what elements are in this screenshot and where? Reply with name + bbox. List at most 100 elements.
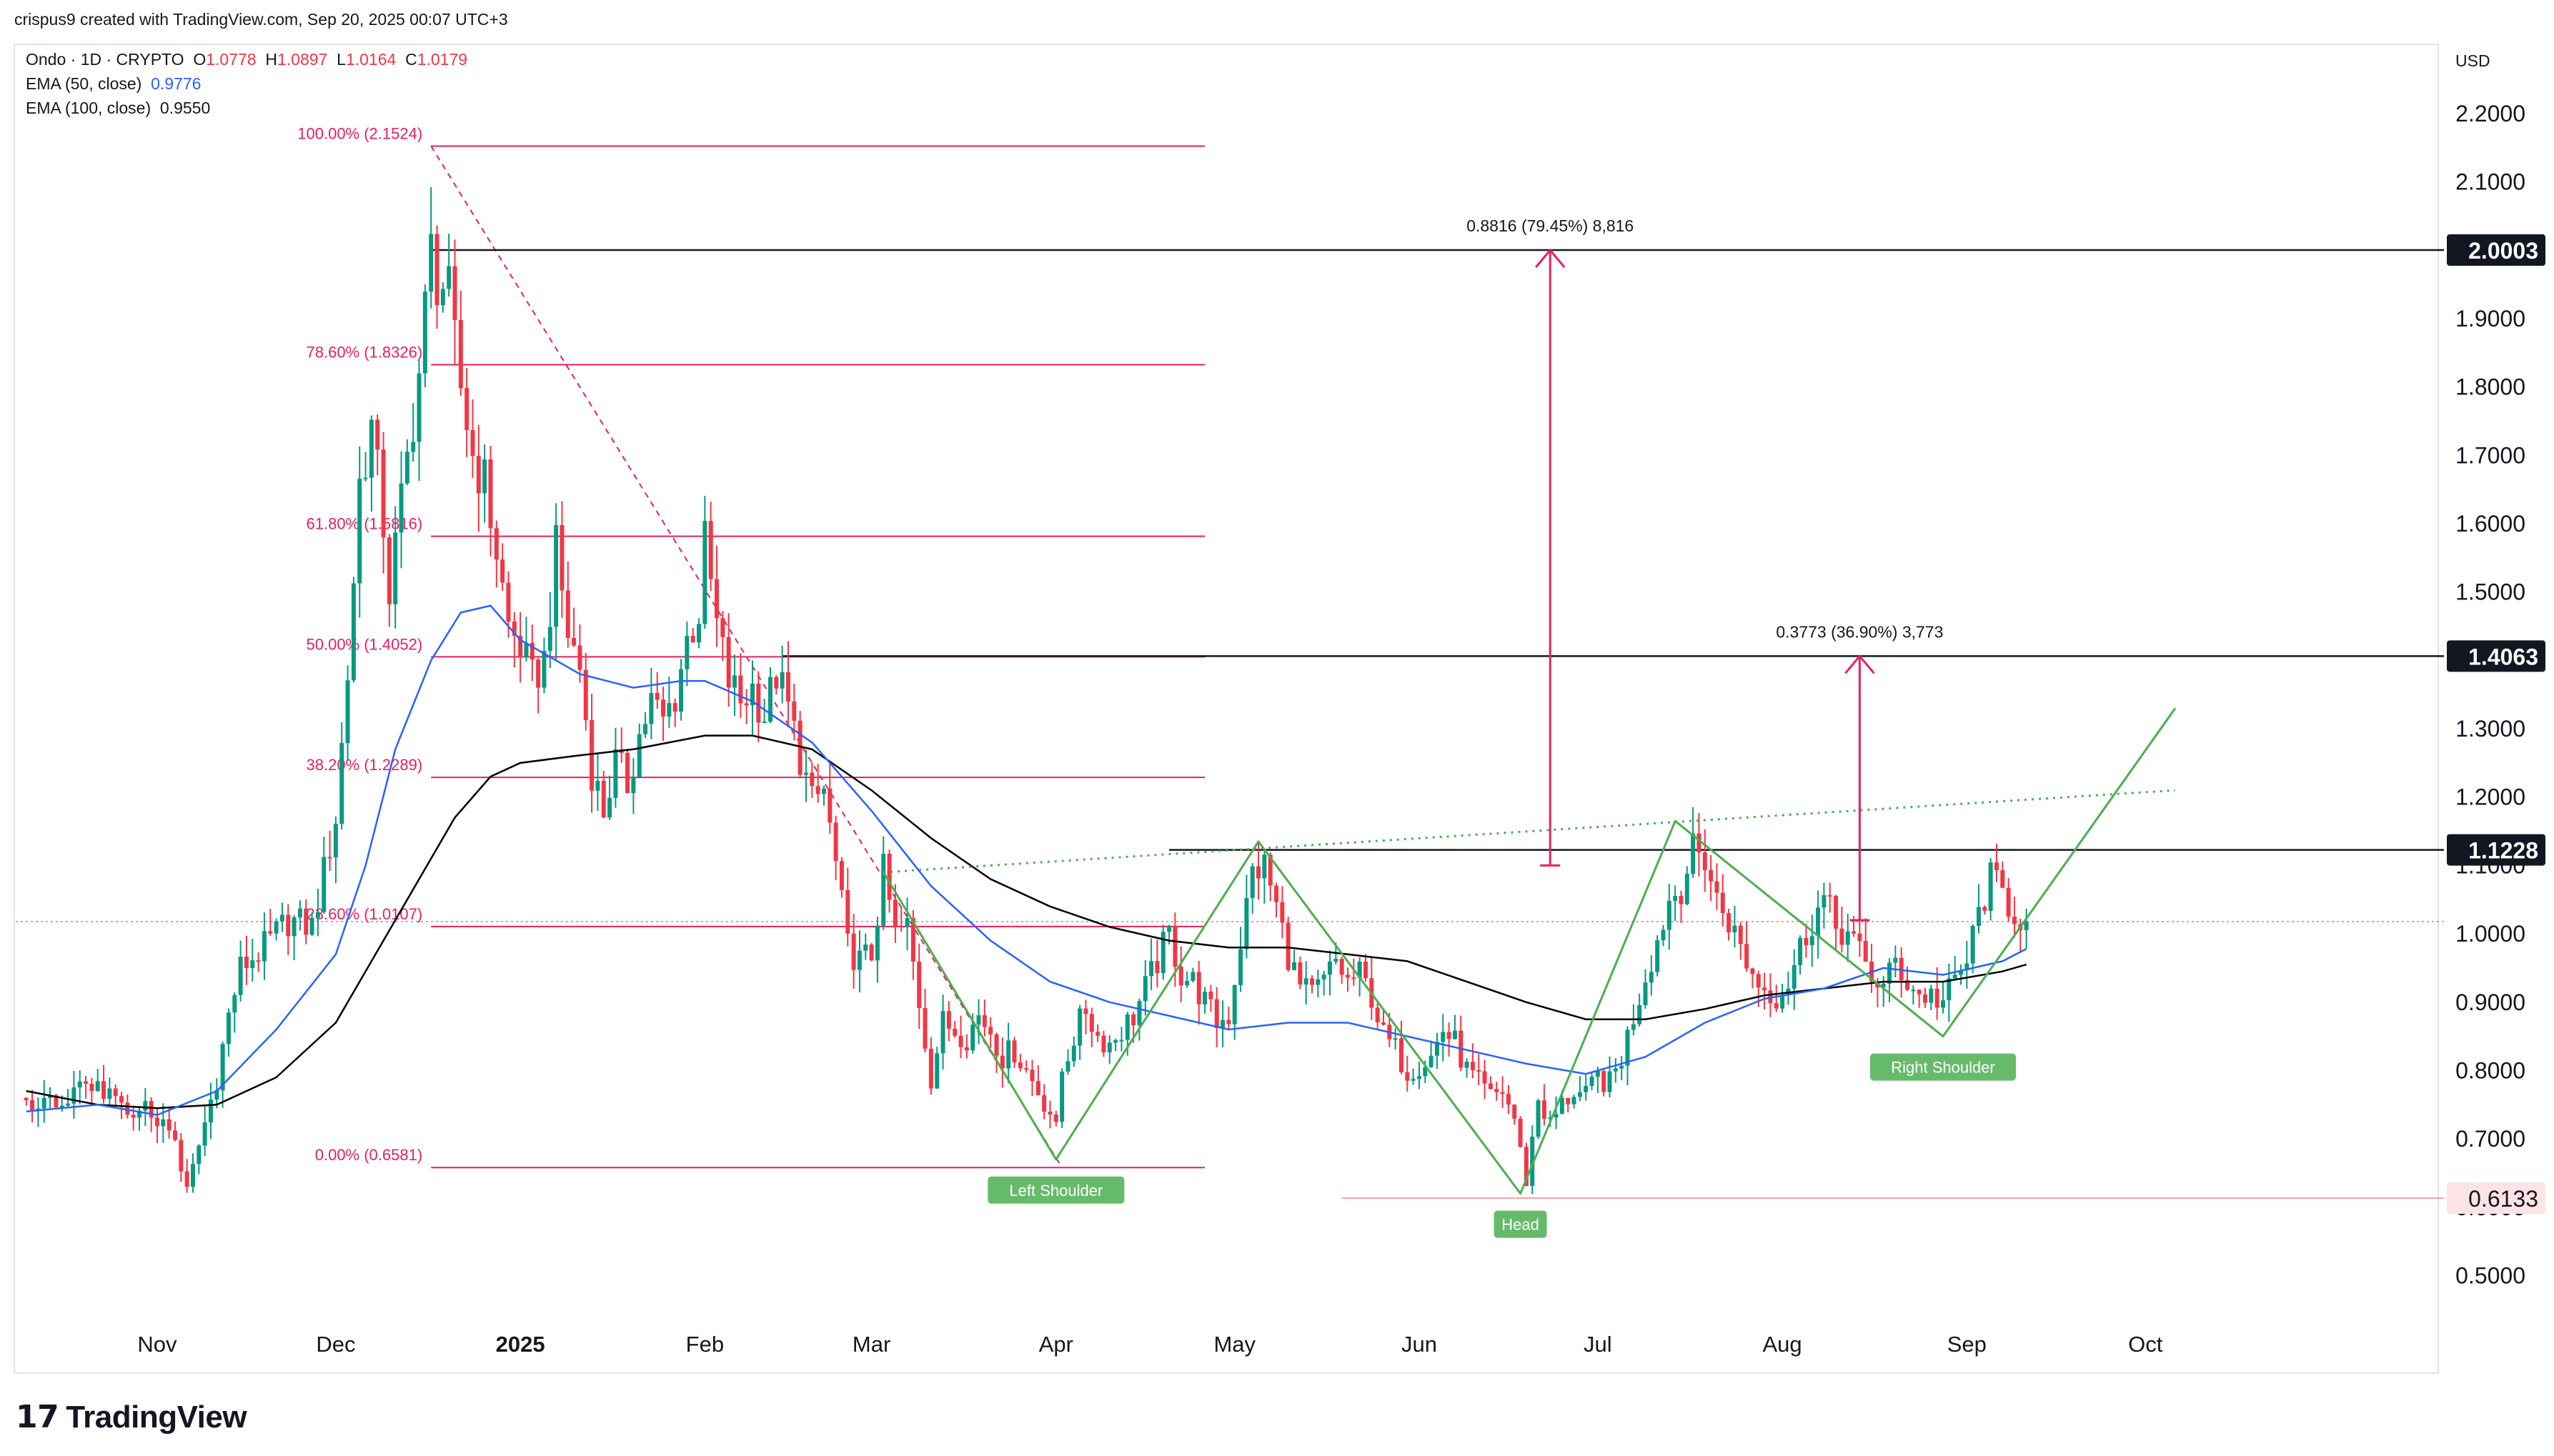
time-axis[interactable]: Nov Dec 2025 Feb Mar Apr May Jun Jul Aug Sep Oct xyxy=(137,1332,2162,1357)
candle-body xyxy=(172,1130,177,1140)
candle-body xyxy=(417,373,422,442)
head-and-shoulders-pattern[interactable]: Left Shoulder Head Right Shoulder xyxy=(883,707,2177,1238)
tradingview-logo-text: TradingView xyxy=(66,1400,247,1435)
candle-body xyxy=(1482,1071,1487,1084)
candle-body xyxy=(988,1027,993,1034)
x-tick-label: Nov xyxy=(137,1332,177,1357)
candle-body xyxy=(107,1088,112,1099)
price-level-tag-label: 0.6133 xyxy=(2468,1186,2538,1212)
candle-body xyxy=(1744,944,1749,969)
candle-body xyxy=(119,1096,124,1103)
candle-body xyxy=(655,693,660,700)
candle-body xyxy=(1244,897,1249,949)
candle-body xyxy=(1506,1094,1511,1105)
candle-body xyxy=(1589,1077,1594,1086)
open-label: O xyxy=(193,50,207,69)
tradingview-logo-icon: 𝟭𝟳 xyxy=(16,1400,59,1435)
candle-body xyxy=(1256,866,1261,879)
horizontal-levels[interactable] xyxy=(16,249,2444,1200)
candle-body xyxy=(1268,854,1273,886)
price-axis[interactable]: 2.20002.10002.00001.90001.80001.70001.60… xyxy=(2447,101,2545,1288)
candle-body xyxy=(351,583,356,681)
candle-body xyxy=(1619,1065,1624,1069)
candle-body xyxy=(1518,1118,1523,1147)
ema100-value: 0.9550 xyxy=(159,99,211,117)
candle-body xyxy=(113,1088,118,1097)
pattern-label-bg xyxy=(988,1176,1125,1204)
candle-body xyxy=(917,961,922,1009)
candle-body xyxy=(631,777,636,794)
measure-arrows[interactable]: 0.8816 (79.45%) 8,816 0.3773 (36.90%) 3,7… xyxy=(1466,216,1943,922)
y-tick-label: 1.0000 xyxy=(2455,921,2525,947)
candle-body xyxy=(1328,961,1333,975)
candle-body xyxy=(1423,1067,1428,1077)
candle-body xyxy=(792,701,797,721)
price-level-tag-label: 2.0003 xyxy=(2468,238,2538,264)
plot-frame xyxy=(14,44,2439,1374)
candle-body xyxy=(1607,1071,1612,1092)
x-tick-label: Jun xyxy=(1401,1332,1437,1357)
fib-level-label: 100.00% (2.1524) xyxy=(297,125,422,143)
candle-body xyxy=(1881,983,1886,988)
candle-body xyxy=(339,743,344,824)
price-level-tag xyxy=(2447,1182,2545,1215)
candle-body xyxy=(1185,980,1190,986)
candle-body xyxy=(1298,962,1303,985)
candle-body xyxy=(643,724,648,734)
candle-body xyxy=(1083,1008,1088,1014)
candle-body xyxy=(893,899,898,926)
candle-body xyxy=(994,1034,999,1056)
candle-body xyxy=(464,388,469,430)
candle-body xyxy=(322,857,327,912)
candle-body xyxy=(1929,988,1934,1003)
candle-body xyxy=(1053,1114,1058,1122)
candle-body xyxy=(1428,1055,1433,1067)
candle-body xyxy=(958,1035,963,1047)
attribution-text: crispus9 created with TradingView.com, S… xyxy=(14,10,508,29)
candle-body xyxy=(1107,1042,1112,1052)
candle-body xyxy=(1702,852,1707,870)
candle-body xyxy=(1852,931,1857,934)
candle-body xyxy=(1060,1071,1065,1122)
ema50-value: 0.9776 xyxy=(151,74,202,93)
candle-body xyxy=(1887,962,1892,984)
candle-body xyxy=(1649,972,1654,983)
candle-body xyxy=(2006,887,2011,917)
candle-body xyxy=(928,1048,933,1089)
candle-body xyxy=(1452,1030,1457,1039)
candle-body xyxy=(393,532,398,604)
candle-body xyxy=(434,234,439,306)
candle-body xyxy=(309,917,314,935)
candle-body xyxy=(220,1044,225,1091)
high-label: H xyxy=(265,50,277,69)
candle-body xyxy=(1666,900,1671,930)
candle-body xyxy=(1208,992,1213,999)
ema100-legend[interactable]: EMA (100, close) 0.9550 xyxy=(26,99,210,118)
candle-body xyxy=(470,429,475,457)
candle-body xyxy=(1947,978,1952,1001)
candle-body xyxy=(476,456,481,494)
candle-body xyxy=(1196,972,1201,1004)
candle-body xyxy=(1113,1039,1118,1043)
candle-body xyxy=(1845,931,1850,945)
candle-body xyxy=(1191,972,1196,981)
candle-body xyxy=(572,638,577,646)
candle-body xyxy=(774,677,779,689)
candle-body xyxy=(797,720,803,775)
candle-body xyxy=(1119,1039,1124,1042)
symbol-name[interactable]: Ondo · 1D · CRYPTO xyxy=(26,50,184,69)
currency-selector[interactable]: USD xyxy=(2455,51,2490,70)
candle-body xyxy=(1143,976,1148,1002)
candle-body xyxy=(1155,961,1160,974)
candle-body xyxy=(542,651,547,688)
candle-body xyxy=(1018,1062,1023,1069)
ema50-line xyxy=(26,604,2027,1116)
candle-body xyxy=(279,914,284,922)
candle-body xyxy=(953,1028,958,1036)
candle-body xyxy=(530,642,535,660)
candle-body xyxy=(720,618,725,637)
candle-body xyxy=(607,797,612,818)
tradingview-logo[interactable]: 𝟭𝟳 TradingView xyxy=(16,1399,247,1435)
ema50-legend[interactable]: EMA (50, close) 0.9776 xyxy=(26,74,201,94)
